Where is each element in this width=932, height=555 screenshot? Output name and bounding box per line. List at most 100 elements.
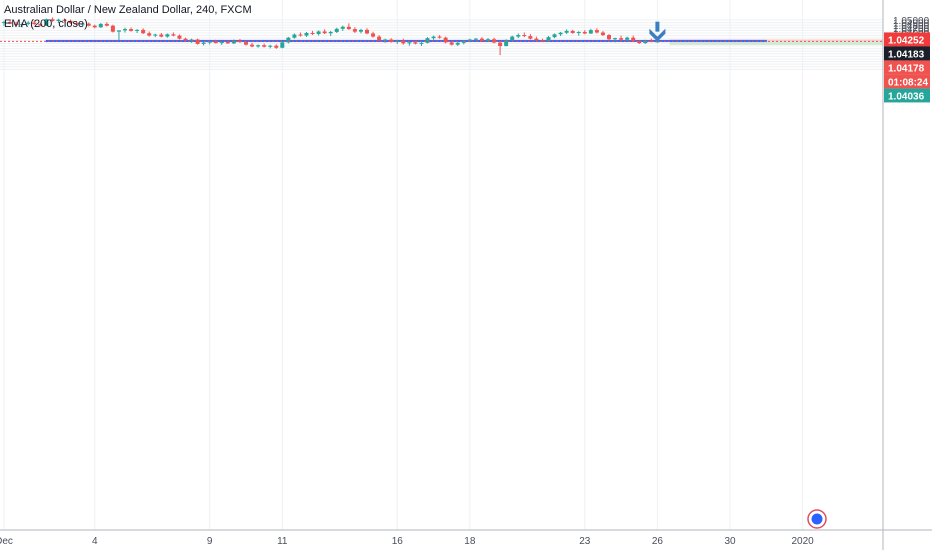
candle-body [183,38,188,41]
candle [516,33,521,39]
candle [135,29,140,33]
x-tick-label: 18 [464,536,476,547]
candle [92,24,97,29]
candle [147,31,152,37]
price-label-bg [884,32,930,47]
price-label-bg [884,46,930,61]
x-tick-label: 9 [207,536,213,547]
candle [129,27,134,32]
candle-body [352,29,357,32]
candle-body [467,39,472,42]
candle [171,32,176,37]
candle-body [135,29,140,31]
candle-body [14,23,19,25]
price-label: 1.04178 [884,60,930,75]
y-tick-label: 1.04900 [893,19,930,30]
candle-body [237,40,242,43]
candle-body [165,34,170,37]
candle-body [26,22,31,24]
candle [346,23,351,30]
candle [110,24,115,33]
candle [413,40,418,45]
candle-body [600,32,605,36]
candle-body [649,40,654,42]
candle [576,31,581,36]
candle [322,29,327,35]
candle-body [68,20,73,24]
candle [334,27,339,33]
candle [479,37,484,42]
candle [219,41,224,45]
candle [104,22,109,27]
candle [607,34,611,41]
candle [389,38,394,43]
candle-body [479,38,484,41]
candle [62,18,67,22]
candle-body [461,41,466,43]
candle [201,41,206,46]
candle [570,29,575,34]
candle [443,36,448,44]
arrow-shaft [655,21,660,32]
candle-body [92,25,97,28]
candle-body [38,24,43,26]
candle-body [298,34,303,36]
candle [340,25,345,31]
candle-body [104,23,109,26]
candle [407,41,412,46]
candle-body [564,30,569,33]
candle [153,33,158,38]
candle [141,28,146,35]
candle-body [56,19,61,22]
candle-body [292,34,297,38]
candle [189,38,194,43]
candle [600,30,605,37]
candle [116,30,121,40]
candle-body [637,41,642,44]
candle [8,20,13,25]
candle [68,19,73,24]
candle [473,37,478,41]
candle-body [492,39,497,43]
candle [431,35,436,40]
chart-legend: Australian Dollar / New Zealand Dollar, … [4,3,252,31]
candle-body [365,29,369,34]
candle [358,28,363,34]
candle-body [50,19,55,22]
candle [492,37,497,44]
candle [365,28,369,35]
candle [183,37,188,42]
candle [455,42,460,46]
candle [352,27,357,33]
x-tick-label: 26 [652,536,664,547]
candle-body [625,37,630,40]
candle-body [546,37,551,42]
candle [80,22,85,27]
candle-body [80,23,85,25]
price-label-text: 1.04183 [888,49,925,60]
candle [588,28,593,35]
price-label-text: 01:08:24 [888,77,928,88]
candle [44,18,49,26]
candle-body [2,22,6,24]
candle-body [244,42,248,45]
candle-body [407,42,412,44]
candle [286,36,291,44]
candle [20,22,25,28]
x-tick-label: 11 [277,536,288,547]
candle-body [86,23,91,26]
candle-body [129,29,134,31]
candle [74,21,79,26]
candle-body [576,31,581,33]
y-tick-label: 1.04700 [893,24,930,35]
candle [504,39,509,47]
candle [383,38,388,43]
candle [280,41,285,49]
candle [250,42,255,48]
grid-layer [0,0,883,530]
price-label: 01:08:24 [884,74,930,89]
candle [274,44,279,49]
candle [316,30,321,36]
